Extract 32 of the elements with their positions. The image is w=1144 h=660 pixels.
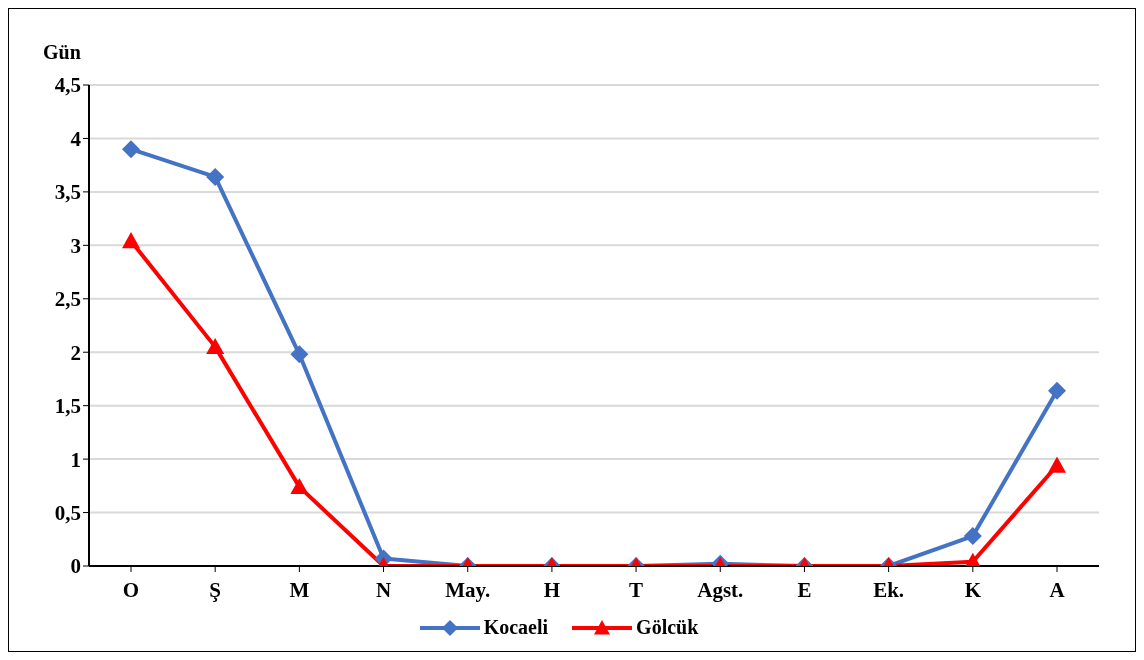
x-tick-label: K [964, 577, 982, 602]
legend-label: Kocaeli [483, 616, 549, 639]
x-tick-label: May. [445, 577, 491, 602]
y-axis-title: Gün [43, 41, 81, 64]
point [290, 345, 309, 364]
point [206, 337, 225, 355]
y-tick-label: 4 [70, 126, 82, 151]
x-tick-label: T [629, 577, 644, 602]
y-tick-label: 4,5 [54, 73, 81, 98]
x-tick-label: Ek. [873, 577, 905, 602]
point [1048, 381, 1066, 400]
x-tick-label: N [375, 577, 392, 602]
x-tick-label: A [1049, 577, 1066, 602]
point [122, 232, 140, 249]
y-tick-label: 1 [70, 447, 81, 472]
point [122, 140, 140, 159]
y-tick-label: 0,5 [54, 501, 81, 526]
y-tick-label: 1,5 [54, 394, 81, 419]
x-tick-label: H [543, 577, 561, 602]
y-tick-label: 2 [70, 340, 81, 365]
point [206, 167, 225, 186]
x-tick-label: Agst. [697, 577, 744, 602]
y-tick-label: 3,5 [54, 180, 81, 205]
x-tick-label: E [797, 577, 812, 602]
point [1048, 456, 1066, 473]
y-tick-label: 2,5 [54, 287, 81, 312]
x-tick-label: M [289, 577, 310, 602]
x-tick-label: O [122, 577, 140, 602]
y-tick-label: 0 [70, 554, 81, 579]
x-tick-label: Ş [209, 577, 222, 602]
y-tick-label: 3 [70, 233, 81, 258]
legend-label: Gölcük [636, 616, 699, 639]
